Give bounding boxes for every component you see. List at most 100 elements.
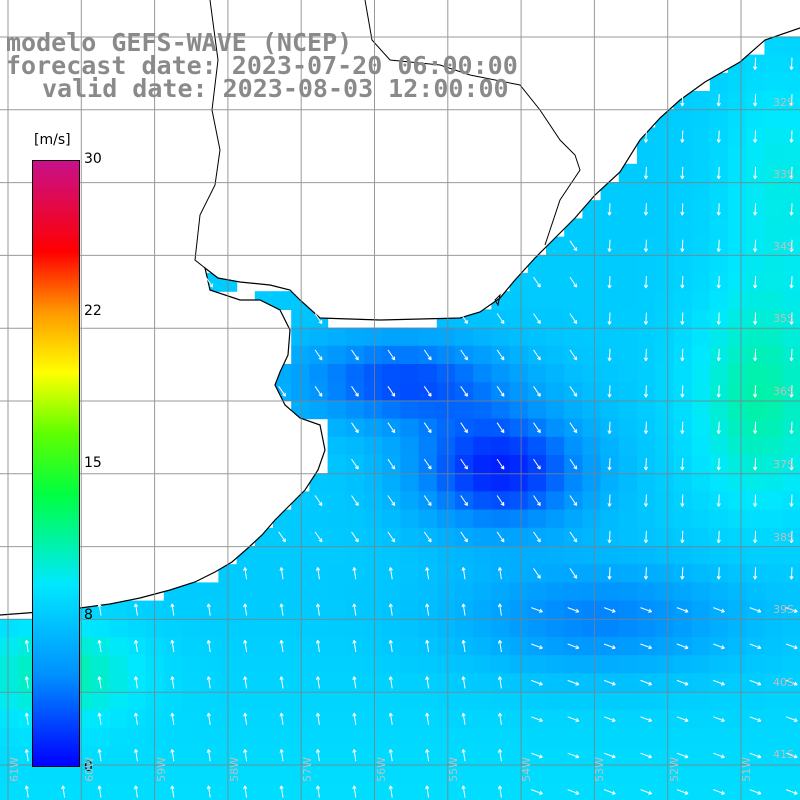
speed-cell	[18, 764, 37, 784]
wind-arrow	[785, 752, 798, 759]
speed-cell	[163, 691, 183, 711]
speed-cell	[327, 782, 347, 800]
speed-cell	[455, 400, 474, 420]
speed-cell	[291, 709, 310, 729]
speed-cell	[764, 127, 784, 147]
wind-arrow	[680, 94, 685, 107]
speed-cell	[109, 600, 128, 620]
speed-cell	[473, 618, 492, 638]
speed-cell	[691, 691, 711, 711]
speed-cell	[782, 582, 800, 602]
wind-arrow	[716, 494, 721, 507]
speed-cell	[764, 582, 784, 602]
speed-cell	[400, 618, 420, 638]
speed-cell	[618, 345, 638, 365]
speed-cell	[764, 36, 784, 56]
speed-cell	[509, 364, 529, 383]
speed-cell	[455, 327, 474, 347]
wind-arrow	[97, 785, 102, 798]
speed-cell	[600, 509, 620, 529]
speed-cell	[728, 455, 747, 474]
speed-cell	[564, 618, 583, 638]
speed-cell	[691, 709, 711, 729]
speed-cell	[546, 327, 565, 347]
wind-arrow	[24, 639, 29, 653]
speed-cell	[491, 728, 511, 747]
wind-arrow	[753, 530, 758, 544]
wind-arrow	[716, 312, 721, 325]
speed-cell	[746, 582, 765, 602]
speed-cell	[400, 418, 420, 438]
speed-cell	[509, 491, 529, 511]
speed-cell	[382, 546, 401, 565]
speed-cell	[655, 254, 674, 274]
speed-cell	[509, 637, 529, 656]
speed-cell	[637, 182, 656, 201]
speed-cell	[691, 564, 711, 583]
speed-cell	[691, 182, 711, 201]
speed-cell	[655, 637, 674, 656]
speed-cell	[691, 455, 711, 474]
speed-cell	[309, 618, 329, 638]
wind-arrow	[569, 458, 578, 470]
speed-cell	[691, 491, 711, 511]
wind-arrow	[388, 639, 393, 653]
speed-cell	[345, 546, 365, 565]
speed-cell	[691, 418, 711, 438]
colorbar	[32, 160, 80, 767]
speed-cell	[709, 436, 729, 456]
speed-cell	[527, 582, 547, 602]
speed-cell	[618, 473, 638, 492]
wind-arrow	[749, 716, 762, 722]
speed-cell	[91, 655, 110, 674]
wind-arrow	[680, 421, 685, 434]
speed-cell	[546, 546, 565, 565]
speed-cell	[764, 273, 784, 292]
speed-cell	[546, 418, 565, 438]
speed-cell	[273, 691, 292, 711]
speed-cell	[473, 309, 492, 329]
speed-cell	[345, 473, 365, 492]
speed-cell	[709, 145, 729, 165]
wind-arrow	[533, 349, 541, 361]
wind-arrow	[716, 276, 721, 289]
wind-arrow	[789, 203, 794, 216]
wind-arrow	[643, 348, 649, 362]
speed-cell	[455, 582, 474, 602]
speed-cell	[582, 418, 602, 438]
speed-cell	[691, 509, 711, 529]
speed-cell	[254, 691, 274, 711]
speed-cell	[327, 746, 347, 765]
speed-cell	[455, 436, 474, 456]
wind-arrow	[680, 348, 685, 362]
speed-cell	[764, 491, 784, 511]
speed-cell	[709, 655, 729, 674]
wind-arrow	[461, 639, 466, 653]
speed-cell	[436, 764, 456, 784]
speed-cell	[673, 728, 693, 747]
lat-label: 37S	[773, 458, 794, 471]
speed-cell	[455, 691, 474, 711]
wind-arrow	[531, 643, 543, 650]
wind-arrow	[643, 276, 649, 289]
speed-cell	[782, 691, 800, 711]
speed-cell	[91, 764, 110, 784]
wind-arrow	[315, 749, 321, 762]
speed-cell	[546, 618, 565, 638]
speed-cell	[309, 364, 329, 383]
speed-cell	[509, 400, 529, 420]
speed-cell	[746, 618, 765, 638]
wind-arrow	[680, 166, 685, 180]
speed-cell	[782, 764, 800, 784]
speed-cell	[491, 436, 511, 456]
speed-cell	[0, 782, 19, 800]
speed-cell	[509, 473, 529, 492]
speed-cell	[746, 72, 765, 92]
speed-cell	[709, 618, 729, 638]
speed-cell	[655, 145, 674, 165]
speed-cell	[400, 746, 420, 765]
speed-cell	[673, 291, 693, 310]
speed-cell	[782, 509, 800, 529]
colorbar-tick-15: 15	[84, 455, 102, 471]
wind-arrow	[243, 712, 248, 725]
